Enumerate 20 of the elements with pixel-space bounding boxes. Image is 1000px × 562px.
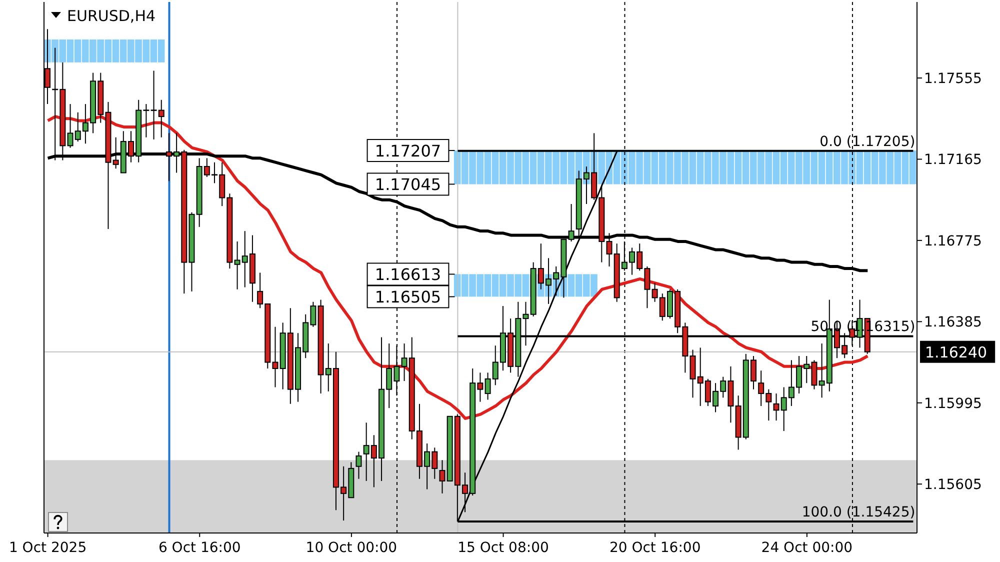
y-tick-label: 1.15995 (924, 396, 982, 412)
annotation: 1.16505 (374, 288, 442, 307)
annotation: 1.16613 (374, 265, 442, 284)
y-tick-label: 1.16775 (924, 233, 982, 250)
x-tick-label: 15 Oct 08:00 (458, 540, 549, 556)
x-tick-label: 10 Oct 00:00 (306, 540, 398, 556)
series-label: 100.0 (1.15425) (802, 504, 916, 521)
ref-line-label: 1.16240 (925, 343, 988, 362)
annotation: 1.17045 (374, 175, 442, 194)
x-tick-label: 24 Oct 00:00 (761, 540, 853, 556)
x-tick-label: 1 Oct 2025 (8, 540, 87, 556)
chart-title: EURUSD,H4 (67, 6, 156, 26)
y-tick-label: 1.17165 (924, 152, 982, 168)
y-tick-label: 1.15605 (924, 477, 982, 494)
annotation: 1.17207 (374, 142, 442, 160)
x-tick-label: 20 Oct 16:00 (609, 540, 701, 556)
x-tick-label: 6 Oct 16:00 (158, 540, 241, 556)
y-tick-label: 1.17555 (924, 70, 982, 87)
series-label: 0.0 (1.17205) (820, 134, 916, 150)
y-tick-label: 1.16385 (924, 314, 982, 331)
